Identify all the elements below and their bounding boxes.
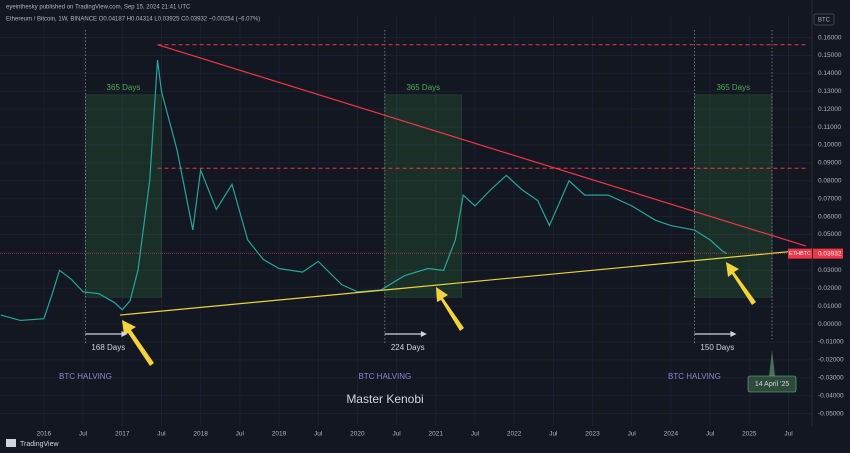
x-tick-label: 2025: [742, 431, 757, 438]
y-tick-label: 0.10000: [818, 142, 842, 149]
x-tick-label: 2020: [350, 431, 365, 438]
trendline: [119, 249, 806, 316]
y-tick-label: 0.13000: [818, 88, 842, 95]
x-tick-label: Jul: [706, 431, 715, 438]
zone-label: 365 Days: [406, 83, 440, 92]
day-arrow-head: [420, 331, 427, 337]
y-tick-label: -0.03000: [818, 374, 844, 381]
symbol-tag: [788, 248, 812, 259]
arrow: [436, 287, 464, 331]
arrow: [726, 262, 756, 305]
price-tag: [813, 248, 843, 259]
target-pointer: [769, 350, 776, 376]
y-tick-label: 0.05000: [818, 231, 842, 238]
halving-label: BTC HALVING: [59, 372, 112, 381]
x-tick-label: 2024: [664, 431, 679, 438]
target-box: [747, 375, 797, 393]
y-tick-label: -0.05000: [818, 410, 844, 417]
y-tick-label: 0.11000: [818, 124, 841, 131]
x-tick-label: 2023: [585, 431, 600, 438]
plot: [0, 44, 812, 322]
y-tick-label: -0.02000: [818, 357, 844, 364]
x-tick-label: Jul: [79, 431, 88, 438]
grid: [0, 0, 813, 426]
days-label: 224 Days: [391, 343, 425, 352]
annotations: 168 Days BTC HALVING 224 Days BTC HALVING 15…: [59, 262, 797, 393]
zone: [384, 94, 462, 298]
currency: BTC: [818, 18, 831, 24]
y-tick-label: 0.16000: [818, 34, 842, 41]
x-tick-label: 2019: [272, 431, 287, 438]
subtitle: Ethereum / Bitcoin, 1W, BINANCE O0.04187…: [6, 17, 260, 23]
trendline: [157, 44, 806, 247]
logo: [6, 439, 16, 447]
x-tick-label: Jul: [628, 431, 637, 438]
zone: [694, 94, 773, 298]
y-tick-label: 0.01000: [818, 303, 842, 310]
x-tick-label: 2018: [193, 431, 208, 438]
day-arrow-head: [121, 331, 128, 337]
days-label: 150 Days: [700, 343, 734, 352]
target-label: 14 April '25: [755, 381, 790, 388]
y-tick-label: 0.02000: [818, 285, 842, 292]
y-tick-label: 0.06000: [818, 213, 842, 220]
x-tick-label: 2017: [115, 431, 130, 438]
header: eyeinthesky published on TradingView.com…: [6, 5, 191, 11]
y-tick-label: 0.00000: [818, 321, 842, 328]
zones: 365 Days 365 Days 365 Days: [85, 30, 773, 345]
x-tick-label: Jul: [784, 431, 793, 438]
currency-box: [813, 13, 835, 26]
y-tick-label: 0.08000: [818, 178, 842, 185]
halving-label: BTC HALVING: [358, 372, 411, 381]
halving-label: BTC HALVING: [668, 372, 721, 381]
watermark: Master Kenobi: [346, 392, 423, 406]
x-tick-label: Jul: [549, 431, 558, 438]
zone-label: 365 Days: [107, 83, 141, 92]
symbol-label: ETHBTC: [789, 251, 811, 257]
x-tick-label: Jul: [471, 431, 480, 438]
y-tick-label: 0.14000: [818, 70, 842, 77]
y-tick-label: 0.09000: [818, 160, 842, 167]
y-tick-label: 0.07000: [818, 195, 842, 202]
y-tick-label: 0.03000: [818, 267, 842, 274]
zone: [85, 94, 162, 298]
y-tick-label: 0.12000: [818, 106, 842, 113]
footer: TradingView: [20, 441, 59, 448]
x-tick-label: Jul: [236, 431, 245, 438]
arrow: [122, 320, 154, 366]
y-tick-label: 0.15000: [818, 52, 842, 59]
x-tick-label: Jul: [392, 431, 401, 438]
days-label: 168 Days: [91, 343, 125, 352]
price-line: [0, 59, 727, 322]
zone-label: 365 Days: [716, 83, 750, 92]
y-tick-label: -0.04000: [818, 392, 844, 399]
x-tick-label: 2021: [429, 431, 444, 438]
x-tick-label: 2022: [507, 431, 522, 438]
price-label: 0.03932: [818, 250, 842, 257]
x-tick-label: Jul: [314, 431, 323, 438]
y-tick-label: -0.01000: [818, 339, 844, 346]
day-arrow-head: [730, 331, 737, 337]
x-tick-label: 2016: [37, 431, 52, 438]
x-tick-label: Jul: [157, 431, 166, 438]
